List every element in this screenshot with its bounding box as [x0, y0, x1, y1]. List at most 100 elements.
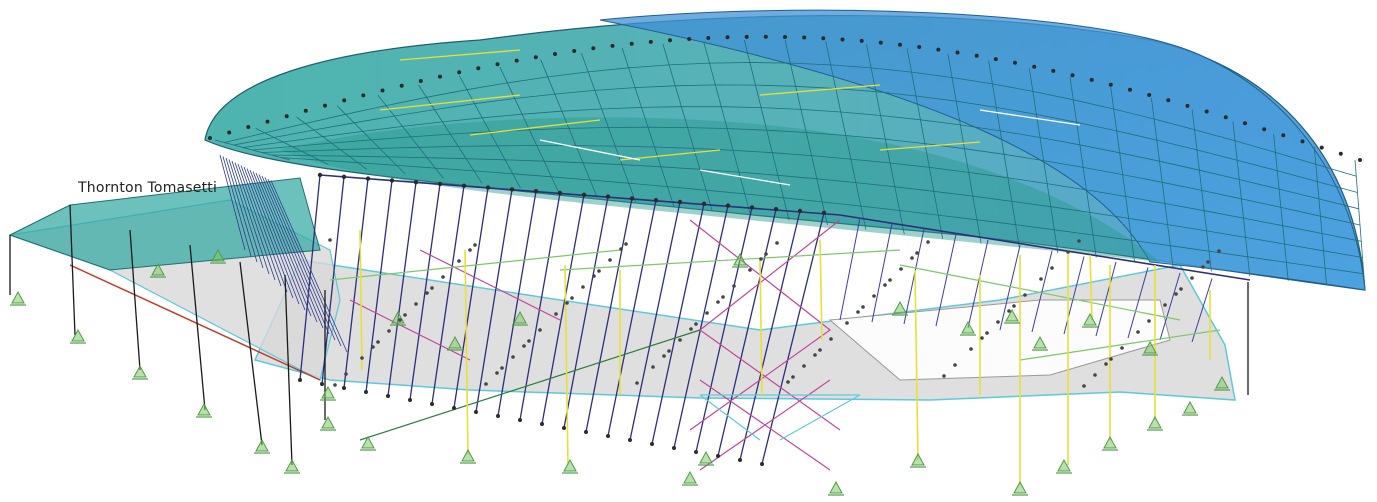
pin-support-icon — [151, 262, 165, 276]
node-dot-icon — [763, 34, 768, 39]
node-dot-icon — [821, 36, 826, 41]
supports — [10, 248, 1230, 496]
columns — [9, 204, 1249, 485]
node-dot-icon — [1319, 145, 1324, 150]
nodes — [208, 34, 1362, 466]
node-dot-icon — [438, 74, 442, 79]
node-dot-icon — [1185, 103, 1190, 108]
node-dot-icon — [744, 34, 749, 39]
pin-support-icon — [1057, 458, 1071, 472]
pin-support-icon — [321, 415, 335, 429]
node-dot-icon — [399, 83, 404, 88]
node-dot-icon — [802, 35, 807, 40]
pin-support-icon — [11, 290, 25, 304]
node-dot-icon — [1166, 98, 1171, 103]
node-dot-icon — [1358, 158, 1362, 162]
pin-support-icon — [683, 470, 697, 484]
node-dot-icon — [303, 108, 308, 113]
node-dot-icon — [572, 49, 577, 53]
node-dot-icon — [227, 130, 232, 135]
node-dot-icon — [1243, 121, 1247, 126]
pin-support-icon — [911, 452, 925, 466]
node-dot-icon — [1051, 68, 1056, 73]
pin-support-icon — [285, 458, 299, 472]
node-dot-icon — [533, 55, 538, 60]
node-dot-icon — [553, 52, 557, 56]
node-dot-icon — [687, 37, 692, 41]
pin-support-icon — [563, 458, 577, 472]
node-dot-icon — [936, 47, 941, 52]
pin-support-icon — [1013, 480, 1027, 494]
node-dot-icon — [1300, 139, 1305, 144]
node-dot-icon — [514, 58, 519, 63]
node-dot-icon — [1108, 82, 1113, 87]
node-dot-icon — [783, 35, 787, 39]
node-dot-icon — [591, 46, 596, 51]
node-dot-icon — [648, 39, 653, 44]
node-dot-icon — [1281, 133, 1286, 138]
node-dot-icon — [1262, 127, 1267, 132]
node-dot-icon — [1147, 93, 1152, 97]
pin-support-icon — [1033, 335, 1047, 349]
pin-support-icon — [71, 328, 85, 342]
node-dot-icon — [1338, 151, 1343, 156]
node-dot-icon — [668, 38, 672, 43]
left-wing-roof — [8, 177, 321, 271]
node-dot-icon — [342, 98, 347, 103]
left-wing-red-edge — [69, 264, 321, 381]
pin-support-icon — [211, 248, 225, 262]
credit-label: Thornton Tomasetti — [77, 180, 217, 196]
node-dot-icon — [955, 50, 960, 55]
pin-support-icon — [699, 450, 713, 464]
pin-support-icon — [197, 402, 211, 416]
node-dot-icon — [840, 37, 845, 42]
pin-support-icon — [1215, 375, 1229, 389]
pin-support-icon — [893, 300, 907, 314]
wing-cable-fan — [219, 154, 348, 353]
node-dot-icon — [917, 45, 922, 49]
node-dot-icon — [1204, 109, 1209, 114]
node-dot-icon — [246, 125, 251, 129]
node-dot-icon — [1089, 77, 1094, 82]
node-dot-icon — [629, 41, 634, 46]
node-dot-icon — [706, 36, 711, 40]
node-dot-icon — [380, 88, 385, 93]
pin-support-icon — [133, 364, 147, 378]
pin-support-icon — [733, 252, 747, 266]
roof-grid — [214, 39, 1366, 291]
pin-support-icon — [255, 438, 269, 452]
pin-support-icon — [961, 320, 975, 334]
node-dot-icon — [284, 114, 289, 119]
node-dot-icon — [495, 62, 500, 67]
node-dot-icon — [859, 38, 864, 43]
node-dot-icon — [1070, 73, 1075, 78]
pin-support-icon — [1083, 312, 1097, 326]
pin-support-icon — [321, 385, 335, 399]
pin-support-icon — [513, 310, 527, 324]
node-dot-icon — [323, 103, 327, 108]
pin-support-icon — [1143, 340, 1157, 354]
node-dot-icon — [457, 70, 462, 75]
pin-support-icon — [1005, 308, 1019, 322]
node-dot-icon — [1032, 64, 1037, 69]
pin-support-icon — [461, 448, 475, 462]
pin-support-icon — [1183, 400, 1197, 414]
node-dot-icon — [725, 35, 730, 40]
node-dot-icon — [898, 42, 902, 47]
pin-support-icon — [448, 335, 462, 349]
node-dot-icon — [361, 93, 366, 98]
node-dot-icon — [265, 119, 270, 124]
node-dot-icon — [1013, 60, 1017, 65]
node-dot-icon — [993, 57, 998, 62]
node-dot-icon — [208, 136, 212, 140]
roof-accent-lines — [379, 49, 1081, 186]
pin-support-icon — [829, 480, 843, 494]
node-dot-icon — [418, 79, 423, 83]
node-dot-icon — [1128, 87, 1132, 92]
node-dot-icon — [476, 66, 481, 71]
pin-support-icon — [361, 435, 375, 449]
node-dot-icon — [1223, 115, 1228, 120]
node-dot-icon — [610, 43, 615, 48]
pin-support-icon — [1103, 435, 1117, 449]
